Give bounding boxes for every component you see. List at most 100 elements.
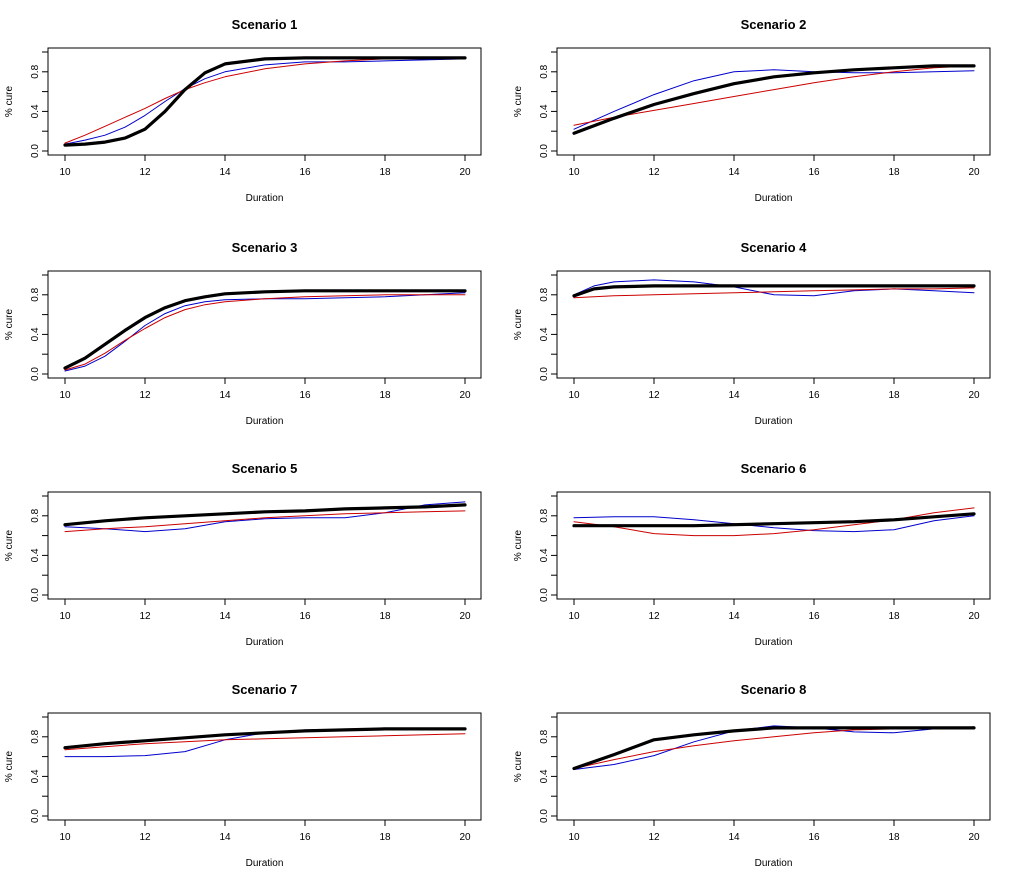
x-tick-label: 18 <box>379 611 391 622</box>
x-tick-label: 16 <box>299 611 311 622</box>
y-axis-label: % cure <box>4 530 15 562</box>
series-line-3 <box>573 507 975 537</box>
x-tick-label: 16 <box>808 167 820 178</box>
y-tick-label: 0.4 <box>30 548 41 562</box>
x-tick-label: 12 <box>648 611 660 622</box>
plot-frame <box>556 270 991 379</box>
series-line-1 <box>572 284 976 298</box>
series-line-3 <box>573 65 975 126</box>
y-axis-label: % cure <box>513 309 524 341</box>
x-tick-label: 10 <box>568 167 580 178</box>
series-line-1 <box>63 503 467 527</box>
x-tick-label: 16 <box>808 832 820 843</box>
x-axis-label: Duration <box>755 637 793 648</box>
y-tick-label: 0.8 <box>539 64 550 78</box>
x-tick-label: 16 <box>808 611 820 622</box>
x-tick-label: 10 <box>568 390 580 401</box>
x-tick-label: 12 <box>648 167 660 178</box>
x-tick-label: 16 <box>299 390 311 401</box>
y-tick-label: 0.0 <box>539 809 550 823</box>
chart-panel-7: Scenario 7 10 12 14 16 18 20 0.0 0.4 0.8 Duration%… <box>4 682 482 869</box>
y-tick-label: 0.0 <box>539 367 550 381</box>
x-tick-label: 10 <box>59 832 71 843</box>
y-tick-label: 0.8 <box>539 729 550 743</box>
x-tick-label: 18 <box>888 832 900 843</box>
y-tick-label: 0.0 <box>539 144 550 158</box>
plot-frame <box>47 491 482 600</box>
x-tick-label: 18 <box>379 390 391 401</box>
y-tick-label: 0.0 <box>30 809 41 823</box>
x-tick-label: 14 <box>728 390 740 401</box>
x-tick-label: 10 <box>59 611 71 622</box>
x-tick-label: 14 <box>728 167 740 178</box>
series-line-1 <box>572 726 976 771</box>
chart-panel-1: Scenario 1 10 12 14 16 18 20 0.0 0.4 0.8 Duration%… <box>4 17 482 204</box>
plot-frame <box>556 491 991 600</box>
y-axis-label: % cure <box>513 530 524 562</box>
x-tick-label: 14 <box>728 611 740 622</box>
x-tick-label: 14 <box>219 167 231 178</box>
x-tick-label: 18 <box>888 167 900 178</box>
x-tick-label: 14 <box>728 832 740 843</box>
chart-panel-5: Scenario 5 10 12 14 16 18 20 0.0 0.4 0.8 Duration%… <box>4 461 482 648</box>
series-line-3 <box>64 510 466 533</box>
x-tick-label: 16 <box>299 832 311 843</box>
plot-frame <box>556 47 991 156</box>
x-tick-label: 10 <box>59 390 71 401</box>
x-tick-label: 12 <box>139 167 151 178</box>
chart-panel-2: Scenario 2 10 12 14 16 18 20 0.0 0.4 0.8 Duration%… <box>513 17 991 204</box>
series-line-2 <box>64 58 466 145</box>
x-tick-label: 20 <box>459 611 471 622</box>
series-line-3 <box>64 294 466 371</box>
plot-frame <box>556 712 991 821</box>
x-tick-label: 10 <box>59 167 71 178</box>
x-tick-label: 20 <box>459 390 471 401</box>
chart-title: Scenario 2 <box>741 17 807 32</box>
x-tick-label: 18 <box>888 390 900 401</box>
x-tick-label: 16 <box>299 167 311 178</box>
plot-frame <box>47 47 482 156</box>
series-line-1 <box>63 727 467 750</box>
chart-title: Scenario 3 <box>232 240 298 255</box>
y-axis-label: % cure <box>4 751 15 783</box>
y-axis-label: % cure <box>513 86 524 118</box>
y-tick-label: 0.0 <box>30 367 41 381</box>
chart-panel-3: Scenario 3 10 12 14 16 18 20 0.0 0.4 0.8 Duration%… <box>4 240 482 427</box>
x-tick-label: 20 <box>968 390 980 401</box>
y-tick-label: 0.4 <box>539 548 550 562</box>
series-line-1 <box>572 512 976 528</box>
x-tick-label: 14 <box>219 390 231 401</box>
y-tick-label: 0.4 <box>539 104 550 118</box>
chart-panel-6: Scenario 6 10 12 14 16 18 20 0.0 0.4 0.8 Duration%… <box>513 461 991 648</box>
x-tick-label: 20 <box>968 611 980 622</box>
series-line-1 <box>63 289 467 370</box>
y-tick-label: 0.8 <box>30 287 41 301</box>
y-tick-label: 0.4 <box>539 327 550 341</box>
y-axis-label: % cure <box>4 309 15 341</box>
x-tick-label: 20 <box>968 832 980 843</box>
x-tick-label: 12 <box>648 832 660 843</box>
y-tick-label: 0.8 <box>30 729 41 743</box>
x-tick-label: 16 <box>808 390 820 401</box>
chart-title: Scenario 4 <box>741 240 808 255</box>
series-line-2 <box>64 501 466 533</box>
x-tick-label: 12 <box>139 832 151 843</box>
y-axis-label: % cure <box>513 751 524 783</box>
series-line-3 <box>64 733 466 751</box>
chart-title: Scenario 5 <box>232 461 298 476</box>
x-axis-label: Duration <box>755 416 793 427</box>
chart-title: Scenario 7 <box>232 682 298 697</box>
x-axis-label: Duration <box>755 193 793 204</box>
y-tick-label: 0.4 <box>30 327 41 341</box>
plot-frame <box>47 270 482 379</box>
series-line-3 <box>573 287 975 299</box>
y-tick-label: 0.8 <box>539 508 550 522</box>
series-line-1 <box>63 56 467 147</box>
chart-title: Scenario 8 <box>741 682 807 697</box>
x-tick-label: 18 <box>379 832 391 843</box>
chart-panel-4: Scenario 4 10 12 14 16 18 20 0.0 0.4 0.8 Duration%… <box>513 240 991 427</box>
y-tick-label: 0.0 <box>30 588 41 602</box>
x-tick-label: 20 <box>459 832 471 843</box>
series-line-2 <box>573 69 975 130</box>
